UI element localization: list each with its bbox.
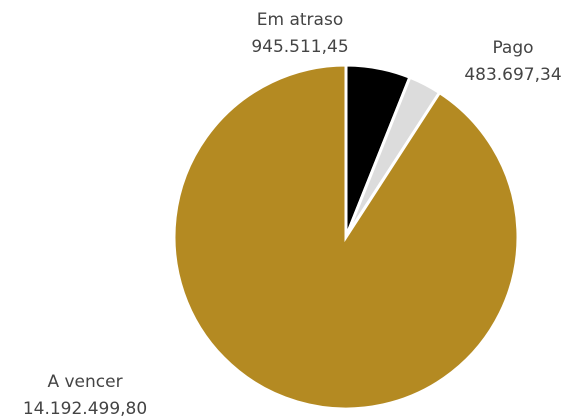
pie-slice: [172, 63, 520, 411]
slice-label: Pago: [492, 38, 533, 58]
slice-value-label: 14.192.499,80: [23, 399, 147, 418]
slice-value-label: 945.511,45: [251, 37, 348, 57]
slice-label: A vencer: [47, 372, 122, 392]
slice-label: Em atraso: [257, 10, 343, 30]
slice-value-label: 483.697,34: [464, 65, 561, 85]
